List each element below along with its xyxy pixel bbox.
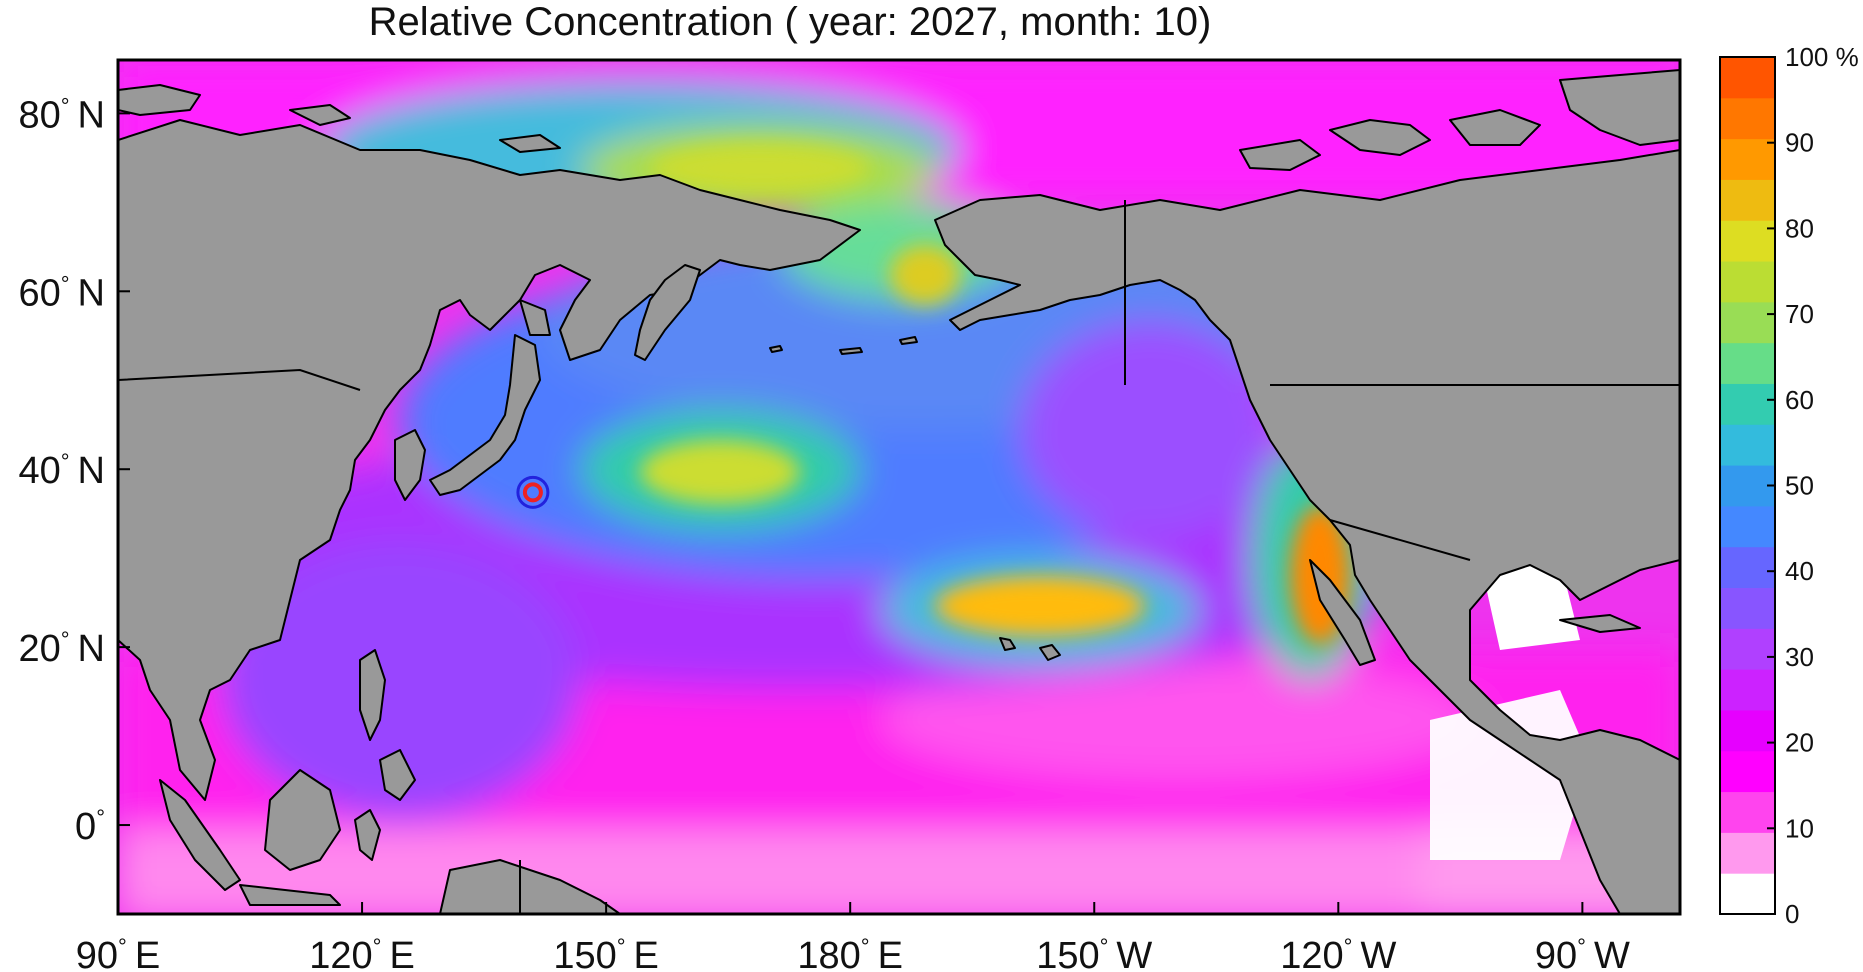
lat-tick-label: 40° N [18,449,105,492]
colorbar-segment [1720,383,1775,425]
colorbar-tick-label: 80 [1785,213,1814,243]
lon-tick-label: 180° E [797,934,903,972]
colorbar-segment [1720,220,1775,262]
country-borders [118,200,1680,914]
lat-tick-label: 20° N [18,627,105,670]
colorbar-tick-label: 40 [1785,556,1814,586]
colorbar-segment [1720,301,1775,344]
colorbar-segment [1720,179,1775,221]
colorbar-tick-label: 90 [1785,128,1814,158]
land-masses [118,69,1680,914]
colorbar-segment [1720,873,1775,915]
colorbar-tick-label: 70 [1785,299,1814,329]
colorbar-segment [1720,261,1775,303]
colorbar-segment [1720,546,1775,589]
lon-tick-label: 150° E [553,934,659,972]
lon-tick-degree: 90 [76,935,118,972]
lat-tick-degree: 20 [18,628,60,670]
lat-tick-hemisphere: N [78,628,105,670]
source-inner-ring [522,482,543,503]
lon-tick-degree: 120 [309,935,372,972]
lat-tick-hemisphere: N [78,450,105,492]
lon-tick-degree: 150 [553,935,616,972]
lat-tick-degree: 60 [18,272,60,314]
colorbar-tick-label: 20 [1785,728,1814,758]
lon-tick-hemisphere: W [1594,935,1630,972]
lat-tick-hemisphere: N [78,272,105,314]
map-frame [116,58,1682,916]
colorbar-segment [1720,57,1775,99]
lat-tick-label: 0° [75,805,105,848]
lon-tick-degree: 180 [797,935,860,972]
colorbar: 0 10 20 30 40 50 60 70 80 90 100 % [1719,42,1859,929]
latitude-axis: 80° N 60° N 40° N 20° N 0° [18,93,130,848]
lon-tick-degree: 150 [1036,935,1099,972]
lon-tick-label: 150° W [1036,934,1152,972]
lat-tick-label: 80° N [18,93,105,136]
lon-tick-hemisphere: E [389,935,414,972]
lon-tick-degree: 120 [1280,935,1343,972]
colorbar-segment [1720,97,1775,140]
longitude-axis: 90° E 120° E 150° E 180° E 150° W 120° W 90° W [76,902,1630,972]
colorbar-segment [1720,465,1775,507]
chart-title: Relative Concentration ( year: 2027, mon… [368,0,1212,44]
colorbar-segment [1720,791,1775,833]
lat-tick-degree: 80 [18,94,60,136]
colorbar-segment [1720,505,1775,548]
colorbar-segment [1720,587,1775,629]
lon-tick-label: 120° E [309,934,415,972]
colorbar-segment [1720,750,1775,793]
lat-tick-degree: 0 [75,806,96,848]
lat-tick-degree: 40 [18,450,60,492]
colorbar-tick-label: 60 [1785,385,1814,415]
colorbar-tick-label: 30 [1785,642,1814,672]
lon-tick-label: 120° W [1280,934,1396,972]
colorbar-tick-label: 50 [1785,471,1814,501]
lon-tick-degree: 90 [1535,935,1577,972]
lon-tick-hemisphere: E [634,935,659,972]
source-location-marker [516,475,550,509]
lat-tick-label: 60° N [18,271,105,314]
lat-tick-hemisphere: N [78,94,105,136]
lon-tick-hemisphere: E [135,935,160,972]
colorbar-tick-label: 100 % [1785,42,1859,72]
lon-tick-label: 90° E [76,934,160,972]
colorbar-segment [1720,669,1775,711]
map-plot-area [118,60,1680,914]
colorbar-segment [1720,342,1775,384]
source-outer-ring [516,475,550,509]
colorbar-segment [1720,138,1775,180]
lon-tick-hemisphere: W [1360,935,1396,972]
colorbar-segment [1720,709,1775,752]
lon-tick-hemisphere: E [878,935,903,972]
colorbar-tick-label: 10 [1785,813,1814,843]
colorbar-segment [1720,424,1775,466]
colorbar-segment [1720,628,1775,670]
lon-tick-hemisphere: W [1116,935,1152,972]
colorbar-segment [1720,832,1775,874]
lon-tick-label: 90° W [1535,934,1630,972]
colorbar-tick-label: 0 [1785,899,1799,929]
